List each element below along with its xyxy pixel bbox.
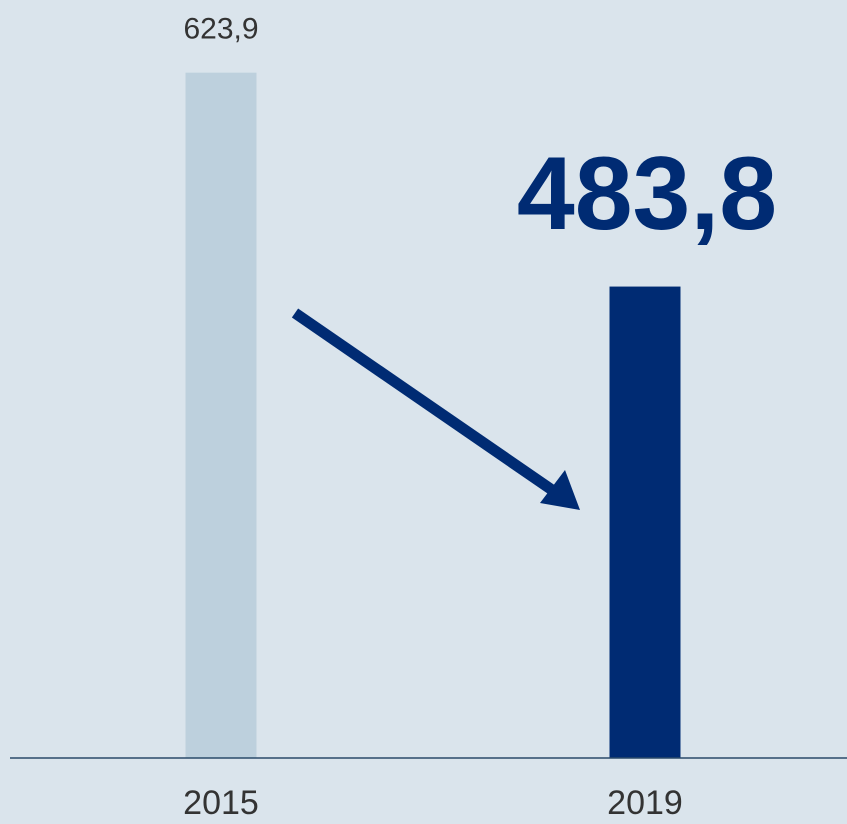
bar — [185, 72, 257, 759]
bar — [609, 286, 681, 758]
value-label: 483,8 — [517, 136, 777, 252]
value-label: 623,9 — [183, 13, 258, 46]
trend-arrow — [291, 308, 580, 510]
arrow-shaft — [291, 308, 559, 497]
arrow-head — [540, 470, 580, 510]
x-tick-label: 2015 — [183, 784, 259, 822]
x-tick-label: 2019 — [607, 784, 683, 822]
